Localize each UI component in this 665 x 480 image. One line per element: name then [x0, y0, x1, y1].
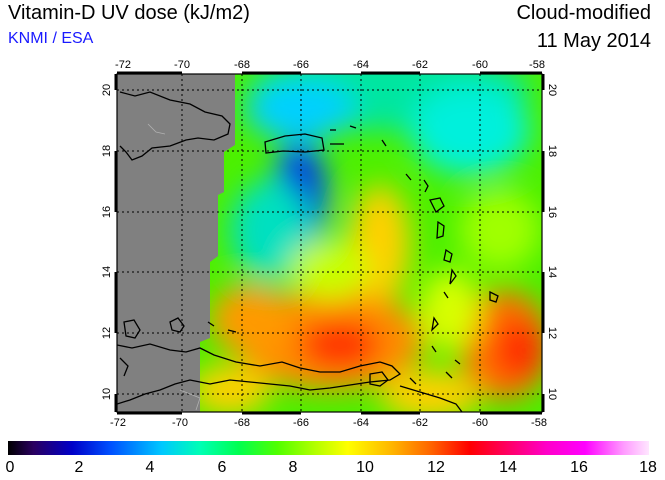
lat-label-right: 12 — [546, 327, 558, 339]
colorbar-tick-label: 14 — [499, 459, 517, 476]
colorbar-tick-label: 16 — [570, 459, 588, 476]
lat-label-left: 20 — [101, 84, 113, 96]
lon-label-top: -60 — [472, 59, 488, 71]
lon-label-top: -58 — [529, 59, 545, 71]
lon-label-top: -64 — [353, 59, 369, 71]
lon-label-top: -66 — [293, 59, 309, 71]
lon-label-bottom: -72 — [110, 417, 126, 429]
graticule — [117, 74, 542, 412]
colorbar-tick-label: 8 — [288, 459, 298, 476]
lat-label-left: 14 — [101, 266, 113, 278]
coastlines — [117, 91, 499, 412]
data-source: KNMI / ESA — [8, 30, 94, 47]
product-mode: Cloud-modified — [516, 2, 651, 24]
lat-label-right: 10 — [546, 388, 558, 400]
colorbar-tick-label: 0 — [5, 459, 15, 476]
lat-label-right: 16 — [546, 206, 558, 218]
lat-label-right: 18 — [546, 145, 558, 157]
map-date: 11 May 2014 — [536, 30, 651, 52]
color-scale-bar — [8, 441, 649, 455]
lon-label-bottom: -62 — [412, 417, 428, 429]
lon-label-top: -62 — [412, 59, 428, 71]
lon-label-bottom: -70 — [172, 417, 188, 429]
colorbar-tick-label: 4 — [145, 459, 155, 476]
lat-label-left: 12 — [101, 327, 113, 339]
uv-dose-map: -72 -70 -68 -66 -64 -62 -60 -58 -72 -70 … — [101, 59, 558, 429]
frame-ticks — [114, 71, 545, 415]
map-title: Vitamin-D UV dose (kJ/m2) — [8, 2, 250, 24]
colorbar-tick-label: 6 — [217, 459, 227, 476]
lat-label-right: 20 — [546, 84, 558, 96]
lat-label-left: 16 — [101, 206, 113, 218]
lon-label-top: -68 — [234, 59, 250, 71]
lat-label-left: 10 — [101, 388, 113, 400]
colorbar-tick-label: 2 — [74, 459, 84, 476]
lat-label-right: 14 — [546, 266, 558, 278]
lon-label-bottom: -64 — [353, 417, 369, 429]
lat-label-left: 18 — [101, 145, 113, 157]
lon-label-top: -70 — [174, 59, 190, 71]
lon-label-bottom: -68 — [234, 417, 250, 429]
lon-label-bottom: -66 — [293, 417, 309, 429]
lon-label-bottom: -58 — [531, 417, 547, 429]
colorbar-tick-label: 10 — [356, 459, 374, 476]
no-data-region — [117, 74, 235, 412]
dose-field — [117, 74, 542, 412]
map-frame — [116, 73, 543, 413]
colorbar-tick-label: 12 — [427, 459, 445, 476]
lon-label-top: -72 — [115, 59, 131, 71]
lon-label-bottom: -60 — [472, 417, 488, 429]
colorbar-tick-label: 18 — [639, 459, 657, 476]
